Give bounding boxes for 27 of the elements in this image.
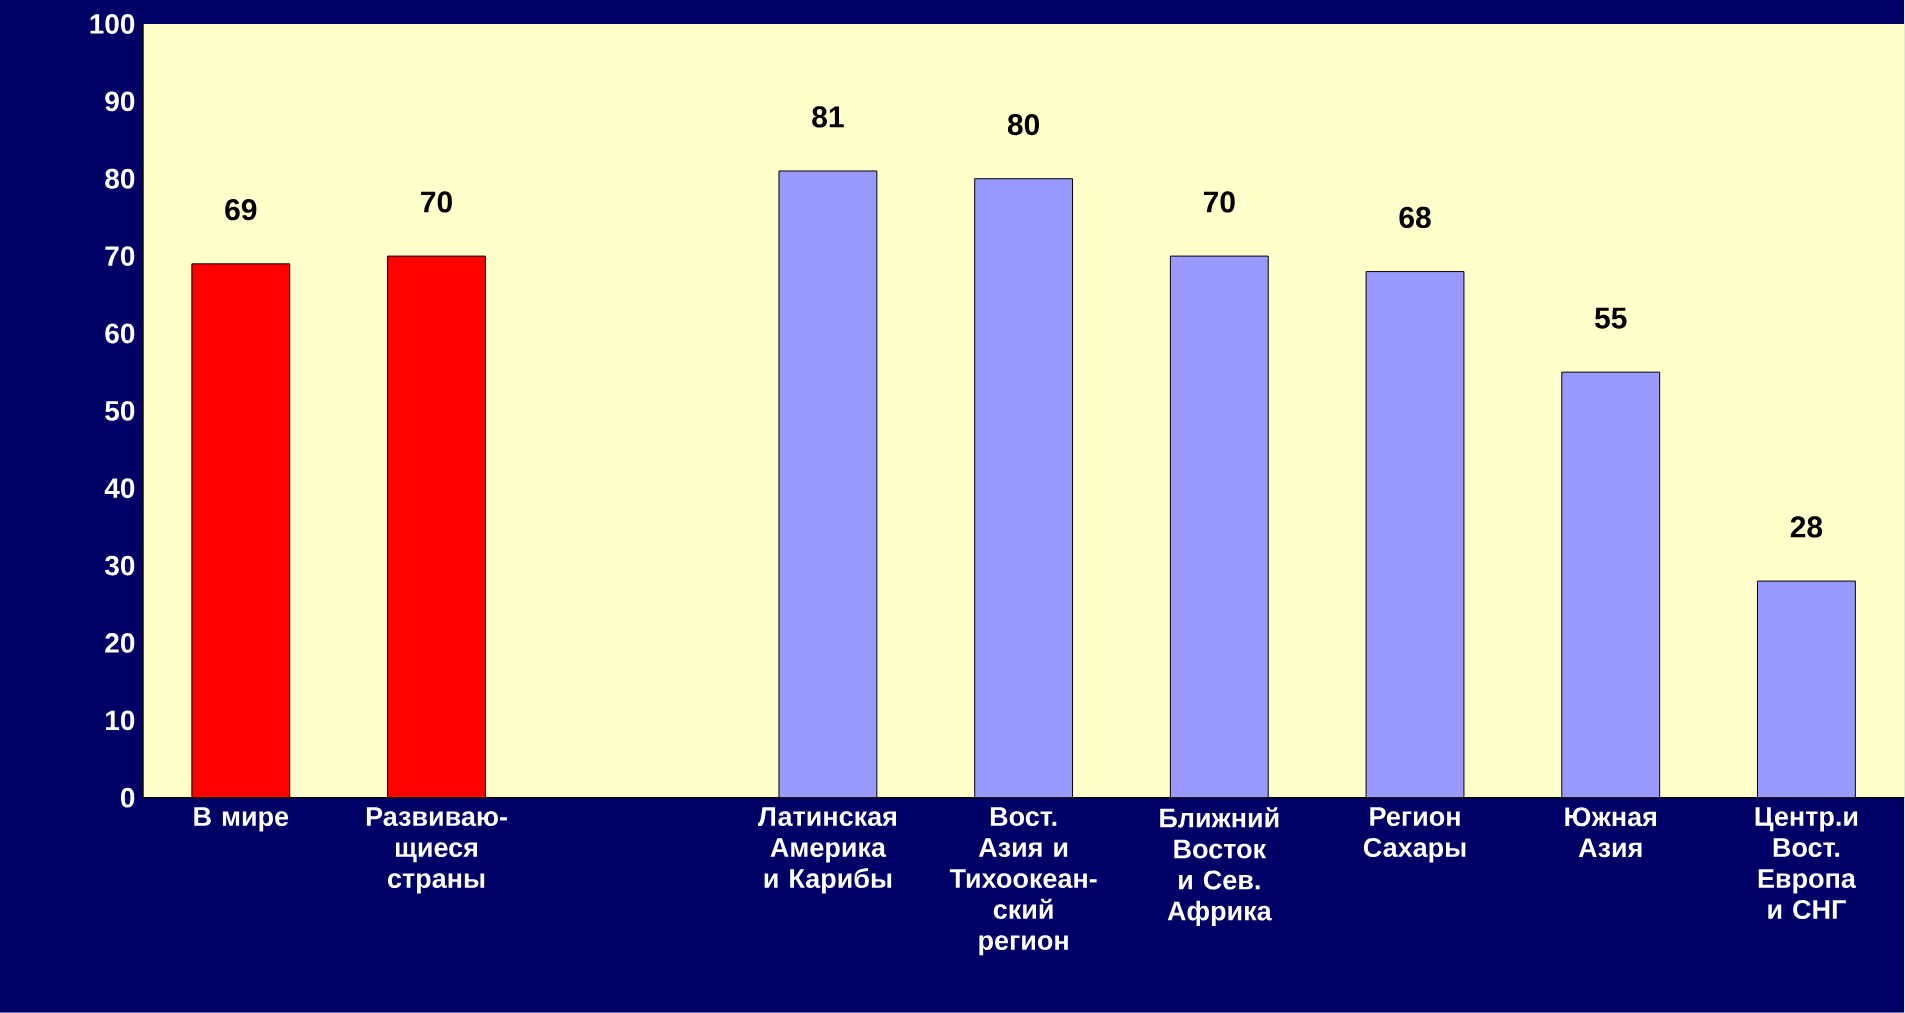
y-tick-label: 90: [105, 91, 135, 112]
data-label: 80: [1007, 114, 1040, 136]
y-tick-label: 20: [105, 633, 135, 654]
data-label: 70: [1203, 191, 1235, 213]
x-tick-label: Развиваю-щиеся страны: [366, 807, 507, 894]
y-tick-label: 60: [105, 323, 135, 344]
y-tick-label: 10: [106, 710, 135, 731]
x-tick-label: В мире: [194, 807, 289, 832]
data-label: 70: [421, 191, 452, 213]
data-label: 68: [1399, 207, 1431, 229]
y-tick-label: 40: [104, 478, 135, 499]
y-tick-label: 50: [105, 401, 135, 421]
data-label: 69: [225, 199, 257, 221]
data-label: 81: [812, 106, 844, 128]
y-tick-label: 100: [90, 14, 135, 35]
y-tick-label: 30: [104, 555, 135, 576]
x-tick-label: Центр.и Вост. Европа и СНГ: [1755, 807, 1858, 920]
x-tick-label: Южная Азия: [1565, 807, 1657, 858]
data-label: 28: [1790, 516, 1823, 538]
y-tick-label: 80: [105, 169, 135, 189]
y-tick-label: 0: [120, 787, 135, 808]
y-tick-label: 70: [105, 246, 135, 267]
data-label: 55: [1594, 307, 1627, 329]
x-tick-label: Ближний Восток и Сев. Африка: [1160, 807, 1279, 927]
x-tick-label: Регион Сахары: [1363, 807, 1466, 863]
x-tick-label: Вост. Азия и Тихоокеан-ский регион: [949, 807, 1097, 956]
x-tick-label: Латинская Америка и Карибы: [758, 807, 897, 894]
